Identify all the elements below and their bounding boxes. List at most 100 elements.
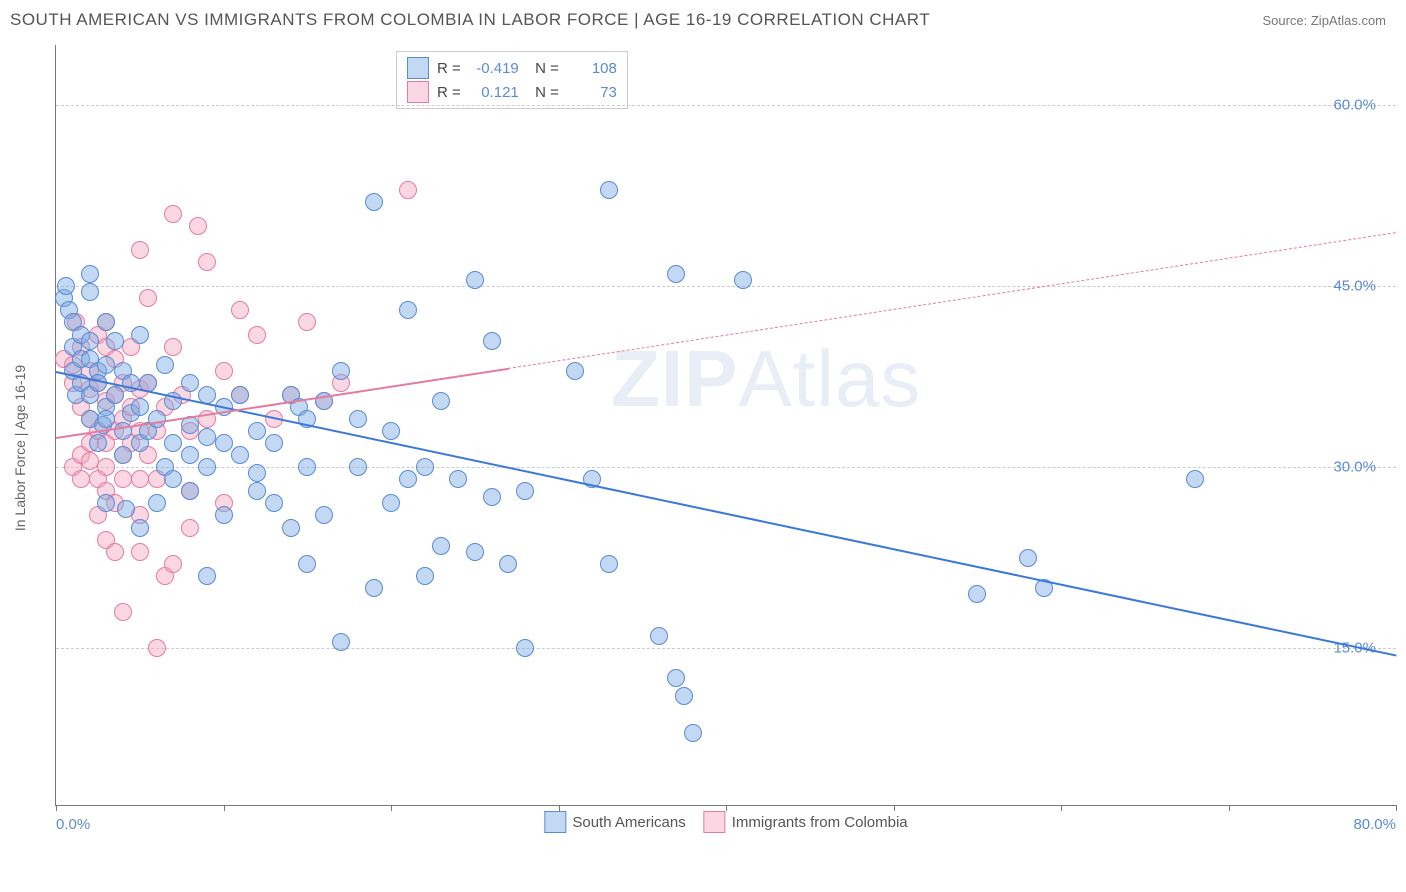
plot-area: ZIPAtlas R = -0.419 N = 108 R = 0.121 N … (55, 45, 1396, 806)
data-point (131, 519, 149, 537)
legend-n-label: N = (527, 60, 559, 77)
data-point (248, 326, 266, 344)
data-point (106, 386, 124, 404)
data-point (164, 205, 182, 223)
data-point (600, 181, 618, 199)
x-tick (1229, 805, 1230, 811)
legend-swatch-icon (704, 811, 726, 833)
data-point (231, 386, 249, 404)
gridline (56, 105, 1396, 106)
y-tick-label: 60.0% (1333, 97, 1376, 114)
legend-r-value-0: -0.419 (469, 60, 519, 77)
data-point (106, 543, 124, 561)
data-point (198, 458, 216, 476)
data-point (1186, 470, 1204, 488)
legend-swatch-icon (544, 811, 566, 833)
data-point (282, 519, 300, 537)
x-tick (894, 805, 895, 811)
data-point (248, 464, 266, 482)
legend-swatch-0 (407, 57, 429, 79)
data-point (432, 392, 450, 410)
data-point (466, 543, 484, 561)
data-point (131, 241, 149, 259)
data-point (181, 482, 199, 500)
data-point (164, 470, 182, 488)
data-point (248, 482, 266, 500)
x-tick-label: 80.0% (1353, 816, 1396, 833)
data-point (399, 301, 417, 319)
chart-title: SOUTH AMERICAN VS IMMIGRANTS FROM COLOMB… (10, 10, 930, 30)
data-point (315, 506, 333, 524)
data-point (164, 434, 182, 452)
x-tick-label: 0.0% (56, 816, 90, 833)
data-point (89, 434, 107, 452)
data-point (106, 332, 124, 350)
y-tick-label: 30.0% (1333, 459, 1376, 476)
correlation-scatter-chart: In Labor Force | Age 16-19 ZIPAtlas R = … (45, 45, 1395, 835)
data-point (382, 494, 400, 512)
data-point (365, 579, 383, 597)
data-point (97, 356, 115, 374)
data-point (164, 338, 182, 356)
data-point (215, 362, 233, 380)
data-point (181, 374, 199, 392)
data-point (483, 488, 501, 506)
data-point (399, 470, 417, 488)
legend-n-value-1: 73 (567, 84, 617, 101)
data-point (399, 181, 417, 199)
data-point (81, 332, 99, 350)
data-point (298, 555, 316, 573)
legend-r-value-1: 0.121 (469, 84, 519, 101)
data-point (81, 452, 99, 470)
trend-line (56, 371, 1396, 656)
x-tick (726, 805, 727, 811)
data-point (265, 434, 283, 452)
data-point (1019, 549, 1037, 567)
data-point (97, 494, 115, 512)
data-point (198, 253, 216, 271)
data-point (81, 265, 99, 283)
data-point (131, 398, 149, 416)
x-tick (1061, 805, 1062, 811)
series-legend-label-0: South Americans (572, 814, 685, 831)
data-point (516, 639, 534, 657)
series-legend-label-1: Immigrants from Colombia (732, 814, 908, 831)
legend-r-label: R = (437, 84, 461, 101)
data-point (97, 313, 115, 331)
data-point (181, 519, 199, 537)
data-point (349, 410, 367, 428)
correlation-legend: R = -0.419 N = 108 R = 0.121 N = 73 (396, 51, 628, 109)
data-point (466, 271, 484, 289)
series-legend: South Americans Immigrants from Colombia (544, 811, 907, 833)
data-point (734, 271, 752, 289)
data-point (148, 494, 166, 512)
data-point (114, 470, 132, 488)
data-point (181, 446, 199, 464)
data-point (148, 639, 166, 657)
y-axis-label: In Labor Force | Age 16-19 (12, 365, 28, 531)
data-point (117, 500, 135, 518)
x-tick (391, 805, 392, 811)
data-point (97, 410, 115, 428)
gridline (56, 648, 1396, 649)
data-point (600, 555, 618, 573)
legend-row-series-1: R = 0.121 N = 73 (407, 80, 617, 104)
data-point (139, 289, 157, 307)
data-point (215, 434, 233, 452)
watermark: ZIPAtlas (611, 333, 921, 425)
data-point (416, 567, 434, 585)
data-point (968, 585, 986, 603)
series-legend-item-1: Immigrants from Colombia (704, 811, 908, 833)
x-tick (559, 805, 560, 811)
data-point (131, 326, 149, 344)
data-point (131, 543, 149, 561)
data-point (231, 446, 249, 464)
series-legend-item-0: South Americans (544, 811, 685, 833)
data-point (198, 567, 216, 585)
data-point (57, 277, 75, 295)
x-tick (56, 805, 57, 811)
data-point (449, 470, 467, 488)
data-point (416, 458, 434, 476)
gridline (56, 286, 1396, 287)
data-point (516, 482, 534, 500)
